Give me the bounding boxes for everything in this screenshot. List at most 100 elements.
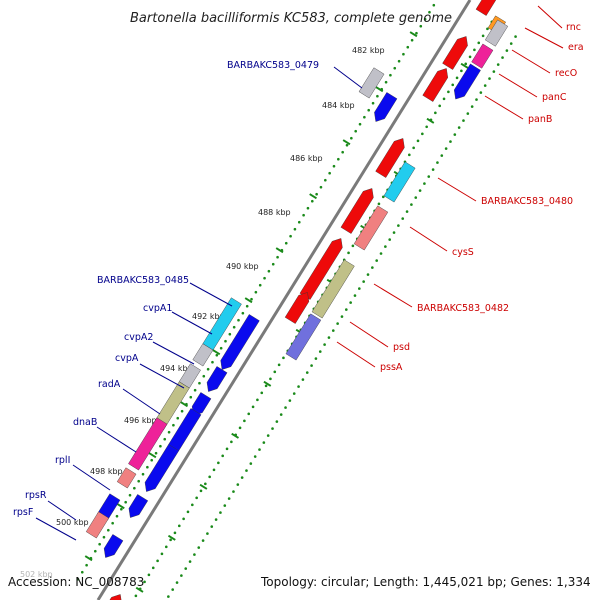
gene-label-left[interactable]: cvpA2: [124, 332, 153, 343]
guide-dot: [401, 217, 405, 220]
gene-label-left[interactable]: rpsF: [13, 507, 33, 518]
guide-dot: [384, 80, 388, 84]
leader-line: [35, 517, 77, 541]
guide-dot: [146, 465, 149, 469]
gene-label-right[interactable]: cysS: [452, 247, 474, 258]
guide-dot: [481, 34, 485, 38]
guide-dot: [93, 549, 97, 553]
guide-dot: [514, 35, 517, 38]
gene-label-right[interactable]: era: [568, 42, 584, 53]
guide-dot: [111, 521, 114, 525]
guide-dot: [214, 518, 218, 521]
guide-dot: [479, 91, 483, 94]
guide-dot: [167, 430, 171, 434]
guide-dot: [486, 27, 489, 31]
guide-dot: [455, 76, 459, 80]
gene-label-right[interactable]: BARBAKC583_0480: [481, 196, 573, 207]
guide-dot: [167, 595, 170, 598]
gene-label-left[interactable]: rplI: [55, 455, 70, 466]
tick-mark: [84, 555, 93, 562]
gene-label-left[interactable]: BARBAKC583_0479: [227, 60, 319, 71]
gene-label-left[interactable]: rpsR: [25, 490, 47, 501]
gene-feature: [442, 36, 468, 70]
guide-dot: [189, 395, 193, 399]
gene-label-right[interactable]: BARBAKC583_0482: [417, 303, 509, 314]
gene-feature: [374, 92, 398, 122]
guide-dot: [249, 462, 253, 465]
guide-dot: [256, 398, 259, 402]
guide-dot: [402, 52, 405, 56]
guide-dot: [310, 199, 314, 203]
guide-dot: [201, 539, 205, 542]
gene-label-right[interactable]: panB: [528, 114, 552, 125]
guide-dot: [432, 3, 436, 7]
gene-label-right[interactable]: recO: [555, 68, 577, 79]
guide-dot: [347, 251, 350, 255]
guide-dot: [431, 168, 435, 171]
leader-line: [139, 363, 185, 389]
guide-dot: [375, 259, 378, 262]
backbone: [96, 0, 472, 600]
tick-label: 496 kbp: [124, 416, 157, 425]
gene-label-right[interactable]: psd: [393, 342, 410, 353]
gene-label-left[interactable]: radA: [98, 379, 121, 390]
gene-feature: [85, 511, 110, 539]
guide-dot: [120, 507, 123, 511]
guide-dot: [301, 378, 305, 381]
guide-dot: [240, 476, 244, 479]
leader-line: [511, 49, 551, 74]
gene-labels: BARBAKC583_0479 BARBAKC583_0485 cvpA1 cvpA2…: [13, 22, 584, 518]
guide-dot: [505, 49, 509, 52]
guide-dot: [284, 241, 288, 245]
guide-dot: [280, 248, 284, 252]
guide-dot: [473, 48, 476, 52]
gene-feature: [220, 314, 260, 370]
leader-line: [437, 177, 477, 202]
tick-label: 500 kbp: [56, 518, 89, 527]
guide-dot: [496, 63, 500, 66]
guide-dot: [447, 90, 450, 94]
gene-feature: [109, 594, 122, 600]
guide-dot: [367, 108, 371, 112]
guide-dot: [318, 350, 322, 353]
guide-dot: [275, 420, 279, 423]
guide-dot: [234, 433, 238, 437]
guide-dot: [363, 115, 366, 119]
leader-line: [122, 388, 161, 415]
tick-mark: [460, 62, 469, 69]
guide-dot: [310, 364, 313, 367]
gene-label-left[interactable]: cvpA1: [143, 303, 172, 314]
leader-line: [349, 321, 389, 348]
guide-dot: [173, 531, 177, 535]
guide-dot: [241, 311, 245, 315]
guide-dot: [436, 161, 439, 164]
leader-line: [72, 464, 111, 491]
guide-dot: [269, 377, 272, 381]
guide-dot: [379, 252, 383, 255]
guide-dot: [191, 503, 194, 507]
guide-dot: [483, 84, 487, 87]
gene-feature: [285, 313, 322, 361]
guide-dot: [427, 175, 431, 178]
gene-label-left[interactable]: BARBAKC583_0485: [97, 275, 189, 286]
tick-label: 498 kbp: [90, 467, 123, 476]
guide-dot: [258, 448, 261, 451]
gene-label-left[interactable]: dnaB: [73, 417, 97, 428]
guide-dot: [211, 360, 214, 364]
tick-label: 482 kbp: [352, 46, 385, 55]
guide-dot: [331, 329, 335, 332]
gene-label-left[interactable]: cvpA: [115, 353, 139, 364]
guide-dot: [464, 62, 468, 66]
guide-dot: [267, 269, 271, 273]
tick-label: 494 kbp: [160, 364, 193, 373]
guide-dot: [449, 140, 452, 143]
gene-label-right[interactable]: rnc: [566, 22, 581, 33]
guide-dot: [182, 517, 185, 521]
gene-label-right[interactable]: panC: [542, 92, 567, 103]
guide-dot: [282, 356, 285, 360]
guide-dot: [297, 220, 301, 224]
leader-line: [409, 226, 448, 252]
gene-label-right[interactable]: pssA: [380, 362, 403, 373]
accession-text: Accession: NC_008783: [8, 575, 144, 589]
